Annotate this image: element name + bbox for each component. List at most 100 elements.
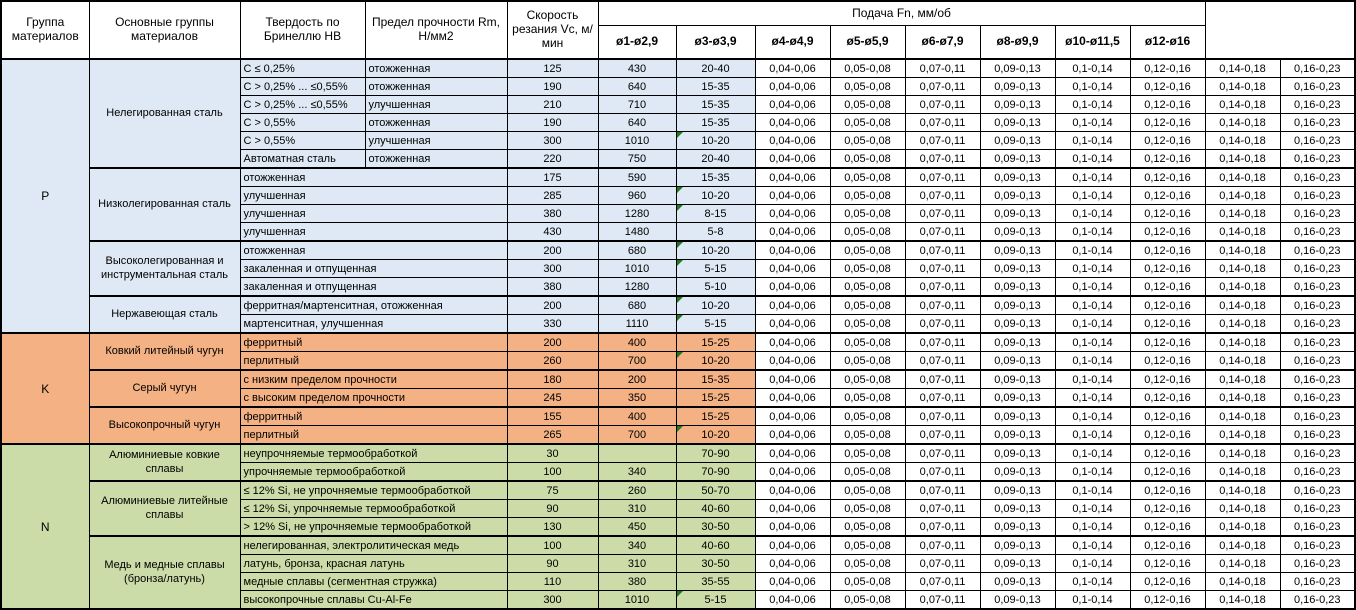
feed-fn-cell: 0,07-0,11 [904, 240, 981, 260]
feed-fn-cell: 0,09-0,13 [979, 259, 1056, 278]
speed-column-header: Скорость резания Vc, м/мин [506, 0, 599, 60]
feed-fn-cell: 0,16-0,23 [1279, 388, 1356, 408]
feed-fn-cell: 0,07-0,11 [904, 204, 981, 223]
hardness-hb-cell: 380 [506, 277, 599, 297]
feed-fn-cell: 0,09-0,13 [979, 332, 1056, 352]
feed-fn-cell: 0,04-0,06 [754, 369, 831, 389]
feed-diameter-header: ø4-ø4,9 [754, 25, 831, 60]
feed-fn-cell: 0,14-0,18 [1204, 388, 1281, 408]
feed-fn-cell: 0,09-0,13 [979, 462, 1056, 482]
main-groups-column-header: Основные группы материалов [88, 0, 241, 60]
feed-fn-cell: 0,07-0,11 [904, 295, 981, 315]
feed-fn-cell: 0,04-0,06 [754, 351, 831, 371]
material-sub-cell: C ≤ 0,25% [239, 58, 366, 78]
feed-fn-cell: 0,07-0,11 [904, 351, 981, 371]
feed-fn-cell: 0,1-0,14 [1054, 167, 1131, 187]
material-detail-cell: отожженная [239, 240, 508, 260]
feed-fn-cell: 0,14-0,18 [1204, 590, 1281, 610]
feed-fn-cell: 0,05-0,08 [829, 58, 906, 78]
material-detail-cell: высокопрочные сплавы Cu-Al-Fe [239, 590, 508, 610]
feed-diameter-header: ø10-ø11,5 [1054, 25, 1131, 60]
feed-fn-cell: 0,04-0,06 [754, 554, 831, 573]
hardness-hb-cell: 330 [506, 314, 599, 334]
feed-fn-cell: 0,12-0,16 [1129, 517, 1206, 537]
table-row: N Алюминиевые ковкие сплавы неупрочняемые … [0, 443, 1356, 610]
hardness-hb-cell: 200 [506, 295, 599, 315]
feed-fn-cell: 0,12-0,16 [1129, 572, 1206, 591]
feed-fn-cell: 0,12-0,16 [1129, 332, 1206, 352]
strength-rm-cell: 680 [597, 295, 677, 315]
material-detail-cell: улучшенная [239, 186, 508, 205]
feed-fn-cell: 0,07-0,11 [904, 167, 981, 187]
table-row: улучшенная 285 960 10-20 0,04-0,06 0,05-0,08 0… [1, 186, 1356, 205]
feed-fn-cell: 0,1-0,14 [1054, 113, 1131, 132]
feed-fn-cell: 0,14-0,18 [1204, 332, 1281, 352]
feed-fn-cell: 0,16-0,23 [1279, 499, 1356, 518]
material-subgroup-cell: Нержавеющая сталь [88, 295, 241, 334]
feed-fn-cell: 0,05-0,08 [829, 186, 906, 205]
strength-rm-cell: 1280 [597, 277, 677, 297]
feed-fn-cell: 0,07-0,11 [904, 186, 981, 205]
feed-fn-cell: 0,16-0,23 [1279, 222, 1356, 242]
material-detail-cell: упрочняемые термообработкой [239, 462, 508, 482]
feed-fn-cell: 0,16-0,23 [1279, 295, 1356, 315]
feed-fn-cell: 0,16-0,23 [1279, 58, 1356, 78]
hardness-hb-cell: 210 [506, 95, 599, 114]
feed-fn-cell: 0,12-0,16 [1129, 77, 1206, 96]
strength-rm-cell: 590 [597, 167, 677, 187]
feed-fn-cell: 0,05-0,08 [829, 277, 906, 297]
strength-rm-cell [597, 443, 677, 463]
feed-diameter-header: ø8-ø9,9 [979, 25, 1056, 60]
strength-rm-cell: 1010 [597, 131, 677, 150]
cutting-speed-vc-cell: 10-20 [675, 240, 756, 260]
table-row: Низколегированная сталь отожженная 175 590 1… [1, 167, 1356, 242]
feed-fn-cell: 0,1-0,14 [1054, 131, 1131, 150]
material-detail-cell: мартенситная, улучшенная [239, 314, 508, 334]
material-detail-cell: медные сплавы (сегментная стружка) [239, 572, 508, 591]
feed-fn-cell: 0,14-0,18 [1204, 517, 1281, 537]
feed-fn-cell: 0,12-0,16 [1129, 535, 1206, 555]
hardness-hb-cell: 190 [506, 113, 599, 132]
feed-fn-cell: 0,16-0,23 [1279, 113, 1356, 132]
feed-fn-cell: 0,04-0,06 [754, 95, 831, 114]
feed-fn-cell: 0,05-0,08 [829, 388, 906, 408]
feed-fn-cell: 0,1-0,14 [1054, 186, 1131, 205]
feed-fn-cell: 0,1-0,14 [1054, 58, 1131, 78]
feed-fn-cell: 0,04-0,06 [754, 240, 831, 260]
feed-fn-cell: 0,07-0,11 [904, 95, 981, 114]
feed-fn-cell: 0,09-0,13 [979, 517, 1056, 537]
material-detail-cell: перлитный [239, 425, 508, 445]
feed-fn-cell: 0,05-0,08 [829, 222, 906, 242]
header-row-top: Группа материалов Основные группы матери… [0, 0, 1355, 60]
feed-fn-cell: 0,07-0,11 [904, 149, 981, 169]
strength-column-header: Предел прочности Rm, Н/мм2 [364, 0, 508, 60]
material-state-cell: отожженная [364, 58, 508, 78]
feed-fn-cell: 0,05-0,08 [829, 351, 906, 371]
feed-fn-cell: 0,12-0,16 [1129, 277, 1206, 297]
material-detail-cell: перлитный [239, 351, 508, 371]
feed-fn-cell: 0,07-0,11 [904, 369, 981, 389]
strength-rm-cell: 710 [597, 95, 677, 114]
feed-fn-cell: 0,05-0,08 [829, 167, 906, 187]
feed-fn-cell: 0,05-0,08 [829, 590, 906, 610]
strength-rm-cell: 350 [597, 388, 677, 408]
feed-fn-cell: 0,16-0,23 [1279, 259, 1356, 278]
feed-fn-cell: 0,1-0,14 [1054, 388, 1131, 408]
feed-fn-cell: 0,12-0,16 [1129, 149, 1206, 169]
strength-rm-cell: 1010 [597, 259, 677, 278]
cell-corner-marker-icon [677, 315, 683, 321]
feed-fn-cell: 0,1-0,14 [1054, 351, 1131, 371]
table-row: Медь и медные сплавы (бронза/латунь) неле… [1, 535, 1356, 610]
feed-fn-cell: 0,16-0,23 [1279, 554, 1356, 573]
feed-fn-cell: 0,05-0,08 [829, 332, 906, 352]
feed-fn-cell: 0,04-0,06 [754, 406, 831, 426]
feed-fn-cell: 0,16-0,23 [1279, 77, 1356, 96]
feed-fn-cell: 0,1-0,14 [1054, 369, 1131, 389]
group-code-cell: P [0, 58, 90, 334]
feed-fn-cell: 0,1-0,14 [1054, 425, 1131, 445]
material-sub-cell: C > 0,55% [239, 113, 366, 132]
table-row: Высоколегированная и инструментальная ст… [1, 240, 1356, 297]
material-detail-cell: улучшенная [239, 204, 508, 223]
feed-fn-cell: 0,04-0,06 [754, 462, 831, 482]
